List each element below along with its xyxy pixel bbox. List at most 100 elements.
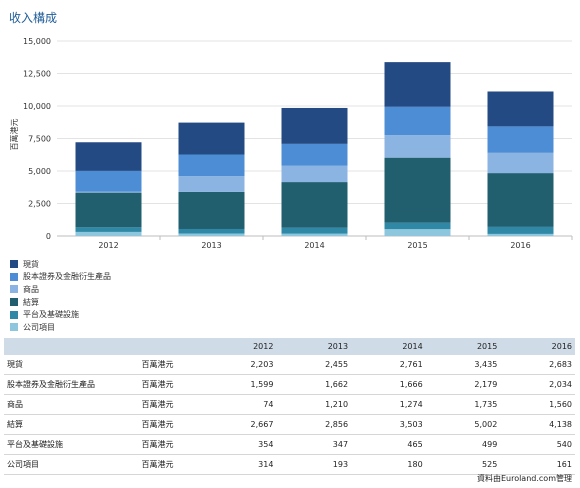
- bar-segment: [178, 191, 245, 229]
- table-header-cell: 2014: [402, 342, 423, 351]
- row-name: 商品: [4, 394, 139, 415]
- y-tick-label: 5,000: [28, 167, 51, 176]
- table-cell: 193: [276, 454, 352, 475]
- row-unit: 百萬港元: [138, 414, 202, 435]
- bar-segment: [75, 227, 142, 232]
- bar-segment: [487, 233, 554, 236]
- bar-segment: [487, 152, 554, 174]
- stacked-bar-chart: 0 2,500 5,000 7,500 10,000 12,500 15,000 百萬港元 20…: [9, 37, 573, 250]
- table-header-cell: 2013: [327, 342, 349, 351]
- legend-label: 現貨: [23, 259, 39, 269]
- bar-segment: [281, 165, 348, 183]
- row-name: 現貨: [4, 355, 139, 375]
- bar-segment: [487, 91, 554, 127]
- table-header-cell: [139, 338, 202, 355]
- legend-item[interactable]: 現貨: [10, 258, 111, 271]
- bar-segment: [178, 228, 245, 234]
- table-cell: 161: [500, 454, 575, 475]
- table-cell: 1,210: [276, 394, 352, 415]
- legend-swatch: [10, 310, 18, 319]
- legend-label: 平台及基礎設施: [23, 310, 79, 320]
- x-tick-label: 2014: [304, 241, 324, 250]
- row-unit: 百萬港元: [138, 374, 202, 395]
- table-cell: 3,435: [425, 355, 501, 375]
- bar-segment: [75, 192, 142, 228]
- table-header-cell: 2012: [253, 342, 274, 351]
- table-cell: 4,138: [500, 414, 575, 435]
- bar-segment: [178, 122, 245, 155]
- table-header-cell: 2015: [476, 342, 498, 351]
- bar-segment: [487, 173, 554, 227]
- legend-label: 商品: [23, 284, 39, 294]
- table-cell: 2,683: [500, 355, 575, 375]
- y-axis-label: 百萬港元: [9, 119, 19, 151]
- legend-item[interactable]: 平台及基礎設施: [10, 308, 111, 321]
- table-row: 結算 百萬港元 2,667 2,856 3,503 5,002 4,138: [4, 414, 575, 435]
- table-cell: 499: [425, 434, 501, 455]
- table-cell: 465: [351, 434, 426, 455]
- table-cell: 1,599: [201, 374, 277, 395]
- table-cell: 1,735: [425, 394, 501, 415]
- bar-segment: [75, 142, 142, 171]
- bar-segment: [384, 222, 451, 230]
- bar-segment: [281, 227, 348, 234]
- table-cell: 1,662: [276, 374, 352, 395]
- table-header-row: 2012 2013 2014 2015 2016: [4, 338, 575, 355]
- row-name: 公司項目: [4, 454, 139, 475]
- row-name: 股本證券及金融衍生產品: [4, 374, 139, 395]
- y-tick-label: 10,000: [23, 102, 51, 111]
- table-cell: 2,034: [500, 374, 575, 395]
- table-cell: 1,560: [500, 394, 575, 415]
- row-name: 平台及基礎設施: [4, 434, 139, 455]
- table-cell: 540: [500, 434, 575, 455]
- table-cell: 2,856: [276, 414, 352, 435]
- bar-segment: [384, 62, 451, 107]
- bar-segment: [178, 176, 245, 192]
- row-unit: 百萬港元: [138, 355, 202, 375]
- table-row: 股本證券及金融衍生產品 百萬港元 1,599 1,662 1,666 2,179 2,034: [4, 374, 575, 395]
- table-cell: 314: [201, 454, 277, 475]
- x-tick-label: 2016: [510, 241, 530, 250]
- row-unit: 百萬港元: [138, 394, 202, 415]
- legend-item[interactable]: 結算: [10, 296, 111, 309]
- bar-segment: [178, 154, 245, 177]
- table-cell: 74: [201, 394, 277, 415]
- data-table: 2012 2013 2014 2015 2016 現貨 百萬港元 2,203 2,455 2,7…: [4, 338, 575, 475]
- x-tick-label: 2015: [407, 241, 427, 250]
- credit-text: 資料由Euroland.com管理: [476, 474, 572, 483]
- table-cell: 354: [201, 434, 277, 455]
- bar-segment: [384, 135, 451, 158]
- row-unit: 百萬港元: [138, 454, 202, 475]
- legend-item[interactable]: 公司項目: [10, 321, 111, 334]
- table-cell: 2,179: [425, 374, 501, 395]
- legend-item[interactable]: 商品: [10, 283, 111, 296]
- table-cell: 347: [276, 434, 352, 455]
- row-unit: 百萬港元: [138, 434, 202, 455]
- bar-segment: [281, 107, 348, 144]
- table-cell: 2,667: [201, 414, 277, 435]
- x-tick-label: 2013: [201, 241, 221, 250]
- bar-segment: [384, 157, 451, 223]
- y-tick-label: 12,500: [23, 70, 51, 79]
- row-name: 結算: [4, 414, 139, 435]
- table-cell: 2,455: [276, 355, 352, 375]
- table-cell: 1,274: [351, 394, 426, 415]
- bar-segment: [384, 229, 451, 236]
- table-cell: 5,002: [425, 414, 501, 435]
- legend-swatch: [10, 260, 18, 269]
- legend-label: 公司項目: [23, 322, 55, 332]
- y-tick-label: 2,500: [28, 200, 51, 209]
- bar-segment: [75, 170, 142, 192]
- chart-legend: 現貨股本證券及金融衍生產品 商品結算 平台及基礎設施 公司項目: [10, 258, 111, 334]
- table-cell: 525: [425, 454, 501, 475]
- table-header-cell: [4, 338, 139, 355]
- table-row: 公司項目 百萬港元 314 193 180 525 161: [4, 454, 575, 475]
- table-body: 現貨 百萬港元 2,203 2,455 2,761 3,435 2,683 股本證券及金融衍生…: [4, 355, 575, 475]
- legend-item[interactable]: 股本證券及金融衍生產品: [10, 271, 111, 284]
- table-row: 現貨 百萬港元 2,203 2,455 2,761 3,435 2,683: [4, 355, 575, 375]
- legend-swatch: [10, 298, 18, 307]
- legend-swatch: [10, 272, 18, 281]
- bar-segment: [75, 231, 142, 236]
- bar-segment: [178, 233, 245, 236]
- bar-segment: [281, 182, 348, 228]
